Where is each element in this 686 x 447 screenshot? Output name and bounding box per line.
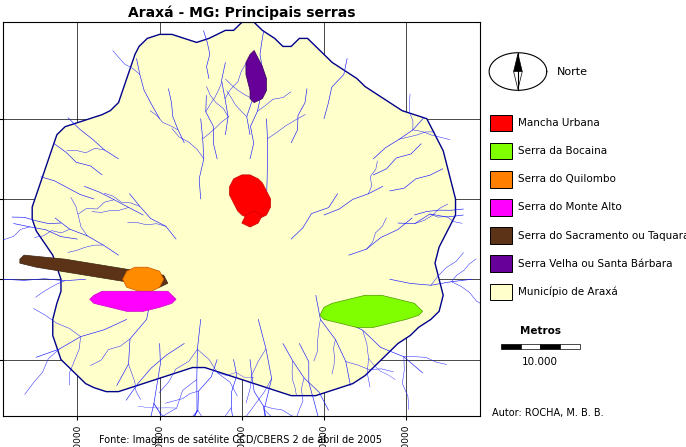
Polygon shape bbox=[32, 22, 456, 396]
Text: Município de Araxá: Município de Araxá bbox=[518, 287, 617, 297]
Text: Autor: ROCHA, M. B. B.: Autor: ROCHA, M. B. B. bbox=[492, 408, 604, 418]
Text: 10.000: 10.000 bbox=[522, 357, 558, 367]
Text: Serra Velha ou Santa Bárbara: Serra Velha ou Santa Bárbara bbox=[518, 259, 672, 269]
Text: Fonte: Imagens de satélite CCD/CBERS 2 de abril de 2005: Fonte: Imagens de satélite CCD/CBERS 2 d… bbox=[99, 434, 381, 445]
Polygon shape bbox=[514, 54, 522, 72]
Polygon shape bbox=[20, 255, 168, 287]
Text: Serra do Quilombo: Serra do Quilombo bbox=[518, 174, 616, 184]
Text: Serra da Bocaina: Serra da Bocaina bbox=[518, 146, 607, 156]
Polygon shape bbox=[90, 291, 176, 312]
Text: Serra do Monte Alto: Serra do Monte Alto bbox=[518, 202, 622, 212]
Polygon shape bbox=[514, 72, 522, 89]
Polygon shape bbox=[230, 175, 270, 219]
Polygon shape bbox=[123, 267, 164, 291]
Text: Serra do Sacramento ou Taquaral: Serra do Sacramento ou Taquaral bbox=[518, 231, 686, 240]
Polygon shape bbox=[246, 51, 266, 103]
Title: Araxá - MG: Principais serras: Araxá - MG: Principais serras bbox=[128, 5, 355, 20]
Polygon shape bbox=[320, 295, 423, 327]
Polygon shape bbox=[241, 211, 262, 227]
Text: Mancha Urbana: Mancha Urbana bbox=[518, 118, 600, 128]
Text: Norte: Norte bbox=[557, 67, 588, 76]
Text: Metros: Metros bbox=[520, 326, 560, 336]
